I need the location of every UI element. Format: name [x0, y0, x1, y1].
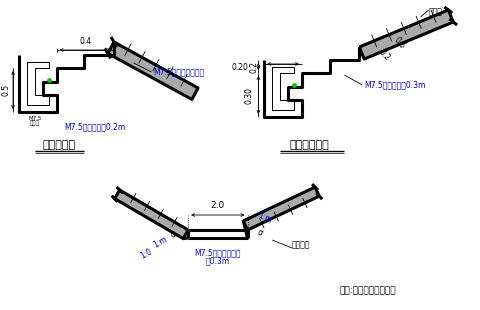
Polygon shape — [108, 42, 198, 100]
Text: M7.5砼砌片石厚0.3m: M7.5砼砌片石厚0.3m — [364, 81, 426, 90]
Text: 2.0: 2.0 — [211, 201, 225, 210]
Text: 0.4: 0.4 — [79, 37, 91, 46]
Text: 主骨架基础: 主骨架基础 — [43, 140, 76, 150]
Text: 支骨架断面图: 支骨架断面图 — [290, 140, 330, 150]
Text: M7.5砼砌片石主骨架: M7.5砼砌片石主骨架 — [154, 68, 204, 77]
Text: 厚0.3m: 厚0.3m — [206, 256, 230, 265]
Text: 说明:图中尺寸以米计。: 说明:图中尺寸以米计。 — [339, 286, 396, 295]
Text: 0.6: 0.6 — [392, 35, 406, 51]
Text: 1:m: 1:m — [152, 234, 169, 250]
Text: 拱骨架: 拱骨架 — [429, 7, 443, 16]
Polygon shape — [243, 187, 319, 230]
Text: 0.2: 0.2 — [377, 47, 391, 63]
Polygon shape — [360, 10, 453, 59]
Text: σ: σ — [169, 230, 178, 240]
Text: 1:0: 1:0 — [139, 247, 154, 261]
Text: 0.2: 0.2 — [250, 61, 258, 73]
Text: M7.5砼砌片石厚0.2m: M7.5砼砌片石厚0.2m — [64, 122, 126, 131]
Text: 0.20: 0.20 — [232, 63, 249, 72]
Text: 砼砌石: 砼砌石 — [30, 120, 40, 126]
Text: 1:m: 1:m — [257, 211, 274, 225]
Text: σ: σ — [255, 228, 264, 238]
Text: 0.30: 0.30 — [244, 86, 253, 104]
Text: 0.5: 0.5 — [1, 84, 10, 96]
Text: M7.5砼砌片石平台: M7.5砼砌片石平台 — [194, 248, 241, 257]
Polygon shape — [115, 190, 188, 239]
Text: M7.5: M7.5 — [28, 116, 41, 121]
Text: 骨架护坡: 骨架护坡 — [292, 241, 311, 250]
